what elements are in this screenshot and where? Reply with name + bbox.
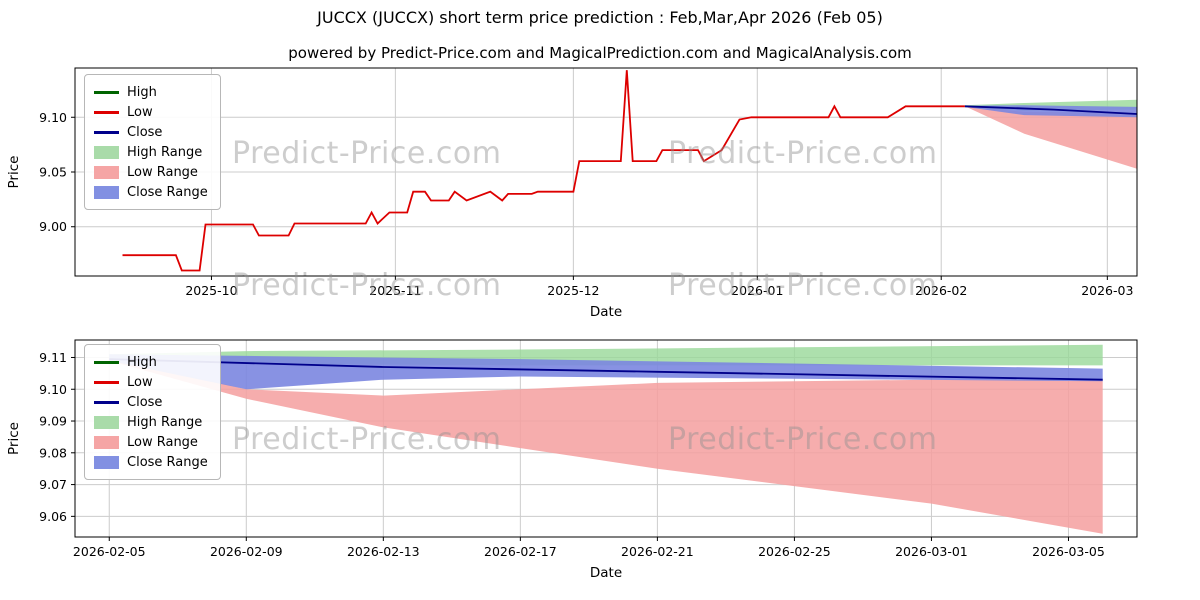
- legend-item-high-range: High Range: [94, 142, 208, 162]
- legend-label: Low Range: [127, 164, 198, 180]
- top-chart-legend: High Low Close High Range Low Range Close Ran…: [84, 74, 221, 210]
- x-axis-label: Date: [590, 565, 622, 581]
- legend-line-swatch-close: [94, 400, 119, 404]
- legend-item-close-range: Close Range: [94, 452, 208, 472]
- legend-patch-swatch-low-range: [94, 435, 119, 449]
- legend-line-swatch-low: [94, 380, 119, 384]
- legend-item-close: Close: [94, 392, 208, 412]
- legend-item-high: High: [94, 352, 208, 372]
- legend-item-low: Low: [94, 102, 208, 122]
- watermark-text: Predict-Price.com: [668, 136, 938, 171]
- legend-label: Close: [127, 394, 163, 410]
- watermark-text: Predict-Price.com: [232, 136, 502, 171]
- legend-item-low-range: Low Range: [94, 432, 208, 452]
- x-tick-label: 2026-02-09: [210, 544, 283, 559]
- legend-label: High: [127, 354, 157, 370]
- chart-title: JUCCX (JUCCX) short term price predictio…: [317, 8, 883, 27]
- y-tick-label: 9.08: [39, 445, 67, 460]
- x-tick-label: 2025-10: [185, 283, 237, 298]
- x-tick-label: 2026-02: [915, 283, 967, 298]
- y-tick-label: 9.09: [39, 414, 67, 429]
- x-tick-label: 2026-01: [731, 283, 783, 298]
- range-band-low-range: [964, 106, 1137, 169]
- legend-line-swatch-close: [94, 130, 119, 134]
- legend-line-swatch-high: [94, 90, 119, 94]
- bottom-chart-legend: High Low Close High Range Low Range Close Ran…: [84, 344, 221, 480]
- x-axis-label: Date: [590, 304, 622, 320]
- x-tick-label: 2026-02-25: [758, 544, 831, 559]
- legend-line-swatch-high: [94, 360, 119, 364]
- bottom-chart: 2026-02-05 2026-02-09 2026-02-13 2026-02-17…: [6, 339, 1138, 581]
- x-tick-label: 2025-12: [547, 283, 599, 298]
- watermark-text: Predict-Price.com: [232, 268, 502, 303]
- plot-border: [74, 339, 1138, 538]
- range-band-low-range: [109, 357, 1103, 534]
- legend-label: High Range: [127, 414, 203, 430]
- legend-label: Low Range: [127, 434, 198, 450]
- watermark-text: Predict-Price.com: [668, 268, 938, 303]
- x-tick-label: 2026-02-13: [347, 544, 420, 559]
- legend-patch-swatch-close-range: [94, 185, 119, 199]
- y-tick-label: 9.00: [39, 219, 67, 234]
- y-axis-label: Price: [6, 156, 22, 189]
- y-axis-label: Price: [6, 422, 22, 455]
- x-tick-label: 2026-03-01: [895, 544, 968, 559]
- legend-label: High: [127, 84, 157, 100]
- x-tick-label: 2025-11: [369, 283, 421, 298]
- legend-item-low-range: Low Range: [94, 162, 208, 182]
- legend-item-low: Low: [94, 372, 208, 392]
- x-tick-label: 2026-03: [1081, 283, 1133, 298]
- legend-patch-swatch-high-range: [94, 415, 119, 429]
- legend-patch-swatch-close-range: [94, 455, 119, 469]
- y-tick-label: 9.11: [39, 350, 67, 365]
- legend-patch-swatch-low-range: [94, 165, 119, 179]
- series-line-close: [109, 358, 1103, 381]
- watermark-text: Predict-Price.com: [668, 422, 938, 457]
- watermark-text: Predict-Price.com: [232, 422, 502, 457]
- series-line-close: [964, 105, 1138, 115]
- series-line-low: [122, 70, 965, 272]
- x-tick-label: 2026-02-05: [73, 544, 146, 559]
- y-tick-label: 9.07: [39, 477, 67, 492]
- x-tick-label: 2026-03-05: [1032, 544, 1105, 559]
- y-tick-label: 9.10: [39, 382, 67, 397]
- legend-label: Close Range: [127, 184, 208, 200]
- legend-label: Close: [127, 124, 163, 140]
- y-tick-label: 9.06: [39, 509, 67, 524]
- legend-item-close: Close: [94, 122, 208, 142]
- legend-label: Low: [127, 104, 153, 120]
- legend-label: Low: [127, 374, 153, 390]
- legend-label: Close Range: [127, 454, 208, 470]
- x-tick-label: 2026-02-21: [621, 544, 694, 559]
- legend-item-close-range: Close Range: [94, 182, 208, 202]
- y-tick-label: 9.10: [39, 110, 67, 125]
- legend-item-high-range: High Range: [94, 412, 208, 432]
- y-tick-label: 9.05: [39, 165, 67, 180]
- legend-label: High Range: [127, 144, 203, 160]
- top-chart: 2025-10 2025-11 2025-12 2026-01 2026-02 2026-…: [6, 67, 1138, 320]
- legend-item-high: High: [94, 82, 208, 102]
- legend-line-swatch-low: [94, 110, 119, 114]
- x-tick-label: 2026-02-17: [484, 544, 557, 559]
- legend-patch-swatch-high-range: [94, 145, 119, 159]
- chart-subtitle: powered by Predict-Price.com and Magical…: [288, 44, 912, 62]
